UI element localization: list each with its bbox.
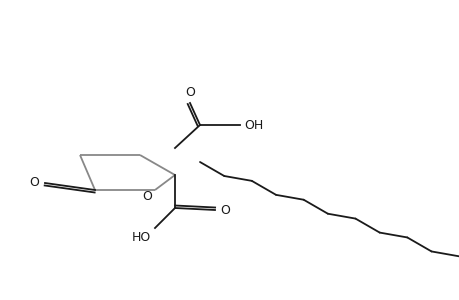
Text: O: O: [29, 176, 39, 190]
Text: HO: HO: [131, 231, 151, 244]
Text: O: O: [142, 190, 151, 202]
Text: O: O: [185, 86, 195, 99]
Text: O: O: [219, 203, 230, 217]
Text: OH: OH: [243, 118, 263, 131]
